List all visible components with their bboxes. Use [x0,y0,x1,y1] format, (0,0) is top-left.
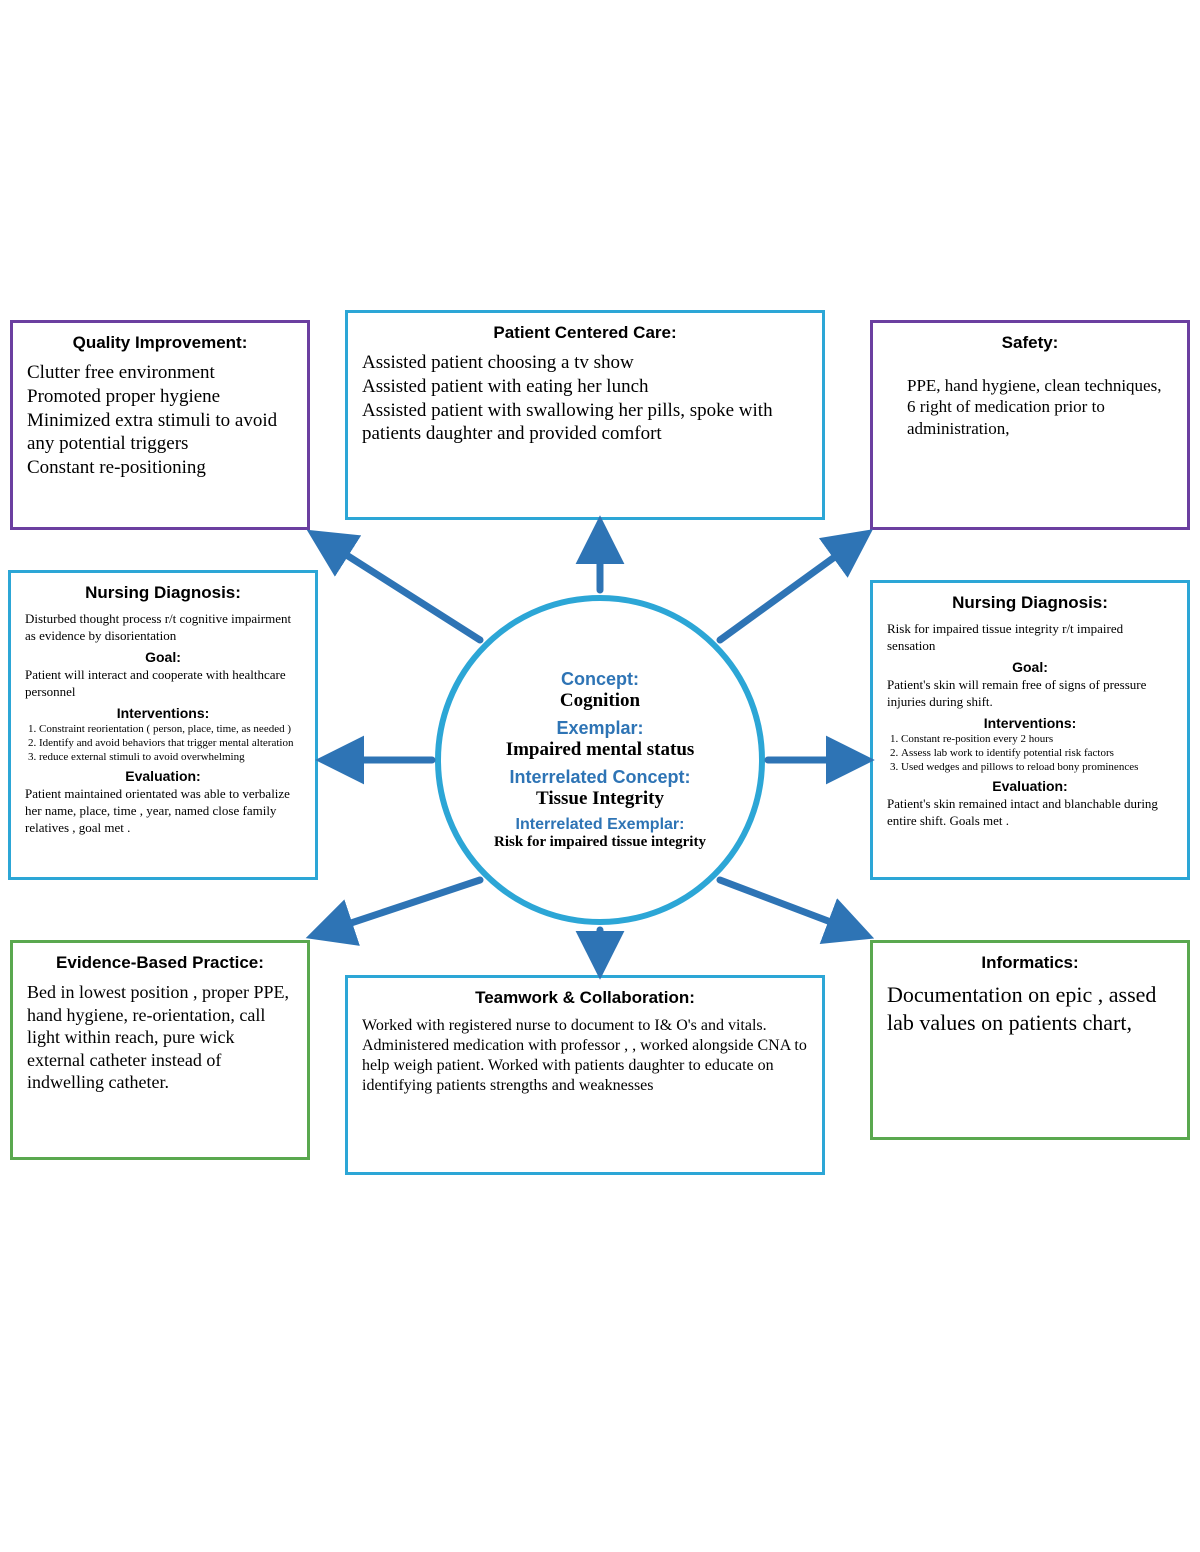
interventions-label: Interventions: [887,715,1173,731]
exemplar-value: Impaired mental status [506,739,695,761]
intervention-item: Used wedges and pillows to reload bony p… [901,761,1173,774]
exemplar-label: Exemplar: [556,718,643,739]
nursing-diagnosis-left-eval: Patient maintained orientated was able t… [25,786,301,837]
arrow [315,880,480,935]
nursing-diagnosis-right-diag: Risk for impaired tissue integrity r/t i… [887,621,1173,655]
safety-box: Safety: PPE, hand hygiene, clean techniq… [870,320,1190,530]
nursing-diagnosis-left-box: Nursing Diagnosis: Disturbed thought pro… [8,570,318,880]
patient-centered-care-body: Assisted patient choosing a tv showAssis… [362,351,808,446]
interventions-label: Interventions: [25,705,301,721]
nursing-diagnosis-right-eval: Patient's skin remained intact and blanc… [887,796,1173,830]
nursing-diagnosis-right-box: Nursing Diagnosis: Risk for impaired tis… [870,580,1190,880]
interrelated-concept-value: Tissue Integrity [536,788,664,810]
arrow [720,880,865,935]
intervention-item: Constant re-position every 2 hours [901,733,1173,746]
safety-body: PPE, hand hygiene, clean techniques, 6 r… [887,361,1173,439]
nursing-diagnosis-left-interventions: Constraint reorientation ( person, place… [25,723,301,765]
quality-improvement-title: Quality Improvement: [27,333,293,353]
nursing-diagnosis-right-interventions: Constant re-position every 2 hoursAssess… [887,733,1173,775]
interrelated-exemplar-label: Interrelated Exemplar: [516,816,685,834]
safety-title: Safety: [887,333,1173,353]
teamwork-collaboration-box: Teamwork & Collaboration: Worked with re… [345,975,825,1175]
nursing-diagnosis-right-title: Nursing Diagnosis: [887,593,1173,613]
quality-improvement-box: Quality Improvement: Clutter free enviro… [10,320,310,530]
informatics-box: Informatics: Documentation on epic , ass… [870,940,1190,1140]
intervention-item: Identify and avoid behaviors that trigge… [39,737,301,750]
goal-label: Goal: [25,649,301,665]
nursing-diagnosis-left-diag: Disturbed thought process r/t cognitive … [25,611,301,645]
interrelated-concept-label: Interrelated Concept: [509,767,690,788]
nursing-diagnosis-right-goal: Patient's skin will remain free of signs… [887,677,1173,711]
teamwork-collaboration-title: Teamwork & Collaboration: [362,988,808,1008]
patient-centered-care-box: Patient Centered Care: Assisted patient … [345,310,825,520]
informatics-title: Informatics: [887,953,1173,973]
evidence-based-practice-title: Evidence-Based Practice: [27,953,293,973]
arrow [720,535,865,640]
teamwork-collaboration-body: Worked with registered nurse to document… [362,1016,808,1096]
concept-label: Concept: [561,669,639,690]
evidence-based-practice-body: Bed in lowest position , proper PPE, han… [27,981,293,1094]
intervention-item: Assess lab work to identify potential ri… [901,747,1173,760]
informatics-body: Documentation on epic , assed lab values… [887,981,1173,1036]
goal-label: Goal: [887,659,1173,675]
nursing-diagnosis-left-goal: Patient will interact and cooperate with… [25,667,301,701]
intervention-item: reduce external stimuli to avoid overwhe… [39,751,301,764]
evaluation-label: Evaluation: [25,768,301,784]
evidence-based-practice-box: Evidence-Based Practice: Bed in lowest p… [10,940,310,1160]
patient-centered-care-title: Patient Centered Care: [362,323,808,343]
quality-improvement-body: Clutter free environmentPromoted proper … [27,361,293,480]
interrelated-exemplar-value: Risk for impaired tissue integrity [494,834,706,851]
intervention-item: Constraint reorientation ( person, place… [39,723,301,736]
evaluation-label: Evaluation: [887,778,1173,794]
nursing-diagnosis-left-title: Nursing Diagnosis: [25,583,301,603]
arrow [315,535,480,640]
concept-value: Cognition [560,690,640,712]
concept-circle: Concept: Cognition Exemplar: Impaired me… [435,595,765,925]
